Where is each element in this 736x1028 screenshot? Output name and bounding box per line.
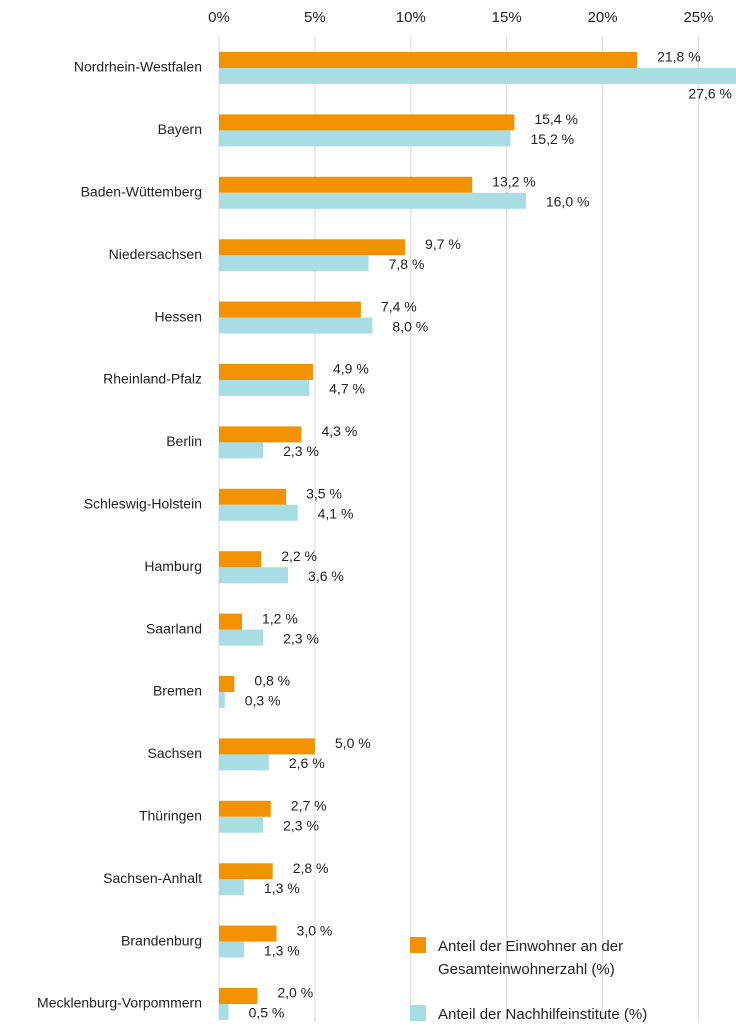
bar xyxy=(219,380,310,396)
value-label: 15,2 % xyxy=(531,131,575,147)
bar xyxy=(219,941,244,958)
value-label: 4,7 % xyxy=(329,381,365,397)
category-label: Sachsen xyxy=(148,745,202,761)
bar xyxy=(219,239,406,256)
category-label: Bremen xyxy=(153,683,202,699)
bar xyxy=(219,863,273,880)
value-label: 4,9 % xyxy=(333,361,369,377)
bars xyxy=(219,52,736,1020)
category-label: Rheinland-Pfalz xyxy=(103,371,202,387)
value-label: 4,1 % xyxy=(318,506,354,522)
category-label: Schleswig-Holstein xyxy=(84,496,202,512)
value-label: 3,6 % xyxy=(308,568,344,584)
value-label: 3,5 % xyxy=(306,486,342,502)
legend-swatch xyxy=(410,1005,426,1021)
x-tick-label: 5% xyxy=(304,9,326,26)
value-label: 4,3 % xyxy=(321,423,357,439)
value-label: 1,3 % xyxy=(264,880,300,896)
value-label: 2,0 % xyxy=(277,985,313,1001)
value-label: 8,0 % xyxy=(392,318,428,334)
value-label: 13,2 % xyxy=(492,174,536,190)
x-tick-label: 0% xyxy=(208,9,230,26)
value-label: 9,7 % xyxy=(425,236,461,252)
value-label: 7,4 % xyxy=(381,298,417,314)
value-label: 2,2 % xyxy=(281,548,317,564)
value-label: 16,0 % xyxy=(546,194,590,210)
bar xyxy=(219,426,302,443)
bar xyxy=(219,364,313,380)
x-tick-label: 15% xyxy=(492,9,522,26)
category-label: Hessen xyxy=(155,308,202,324)
bar xyxy=(219,925,277,942)
category-label: Berlin xyxy=(166,433,202,449)
bar xyxy=(219,317,373,334)
category-label: Brandenburg xyxy=(121,932,202,948)
value-label: 2,6 % xyxy=(289,755,325,771)
x-tick-label: 10% xyxy=(396,9,426,26)
value-label: 1,3 % xyxy=(264,942,300,958)
bar xyxy=(219,504,298,521)
value-label: 15,4 % xyxy=(534,111,578,127)
bar xyxy=(219,442,264,459)
category-label: Niedersachsen xyxy=(109,246,202,262)
bar xyxy=(219,816,264,833)
value-label: 2,8 % xyxy=(293,860,329,876)
bar xyxy=(219,754,269,771)
value-label: 0,8 % xyxy=(254,673,290,689)
value-label: 7,8 % xyxy=(389,256,425,272)
category-label: Hamburg xyxy=(144,558,202,574)
value-label: 5,0 % xyxy=(335,735,371,751)
bar xyxy=(219,879,244,896)
bar xyxy=(219,676,235,692)
bar xyxy=(219,114,515,131)
value-label: 1,2 % xyxy=(262,610,298,626)
x-tick-label: 25% xyxy=(683,9,713,26)
bar xyxy=(219,68,736,84)
bar xyxy=(219,988,258,1004)
value-label: 2,3 % xyxy=(283,443,319,459)
value-label: 0,3 % xyxy=(245,693,281,709)
legend-item: Anteil der Einwohner an der Gesamteinwoh… xyxy=(410,935,698,981)
bar xyxy=(219,629,264,646)
bar xyxy=(219,567,289,584)
bar xyxy=(219,52,638,68)
bar xyxy=(219,130,511,147)
legend-swatch xyxy=(410,937,426,953)
bar xyxy=(219,613,243,630)
bar xyxy=(219,800,271,817)
category-label: Sachsen-Anhalt xyxy=(103,870,202,886)
legend-item: Anteil der Nachhilfeinstitute (%) xyxy=(410,1003,698,1026)
bar xyxy=(219,551,262,568)
bar xyxy=(219,692,225,708)
category-label: Thüringen xyxy=(139,808,202,824)
legend-label: Anteil der Nachhilfeinstitute (%) xyxy=(438,1006,648,1023)
value-label: 2,3 % xyxy=(283,818,319,834)
value-label: 3,0 % xyxy=(297,922,333,938)
category-label: Nordrhein-Westfalen xyxy=(74,59,202,75)
value-label: 0,5 % xyxy=(249,1005,285,1021)
category-label: Mecklenburg-Vorpommern xyxy=(37,995,202,1011)
bar xyxy=(219,1004,229,1020)
bar xyxy=(219,738,315,755)
bar xyxy=(219,255,369,272)
bar xyxy=(219,301,361,318)
legend-label: Anteil der Einwohner an der Gesamteinwoh… xyxy=(438,938,624,978)
category-label: Baden-Wüttemberg xyxy=(81,184,202,200)
category-label: Saarland xyxy=(146,620,202,636)
bar xyxy=(219,488,287,505)
value-label: 21,8 % xyxy=(657,49,701,65)
value-label: 2,7 % xyxy=(291,798,327,814)
bar xyxy=(219,176,473,193)
value-label: 2,3 % xyxy=(283,630,319,646)
bar xyxy=(219,192,526,209)
category-label: Bayern xyxy=(158,121,202,137)
x-tick-label: 20% xyxy=(588,9,618,26)
value-label: 27,6 % xyxy=(688,86,732,102)
